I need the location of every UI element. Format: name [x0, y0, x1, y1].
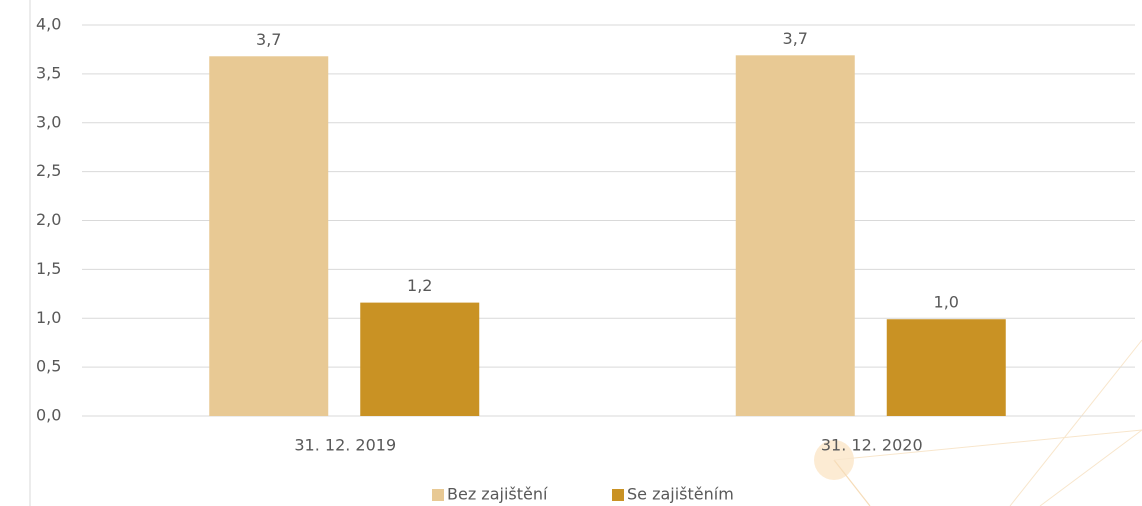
y-tick-label: 2,0	[36, 210, 61, 229]
y-tick-label: 0,5	[36, 357, 61, 376]
x-tick-label: 31. 12. 2019	[294, 436, 396, 455]
y-tick-label: 3,5	[36, 63, 61, 82]
y-tick-label: 3,0	[36, 112, 61, 131]
x-tick-label: 31. 12. 2020	[821, 436, 923, 455]
y-tick-label: 0,0	[36, 406, 61, 425]
y-tick-label: 2,5	[36, 161, 61, 180]
legend-label: Bez zajištění	[447, 485, 548, 504]
y-tick-label: 1,0	[36, 308, 61, 327]
bar	[886, 319, 1006, 416]
data-label: 1,0	[934, 293, 959, 312]
data-label: 3,7	[256, 30, 281, 49]
legend-swatch	[432, 489, 444, 501]
data-label: 1,2	[407, 276, 432, 295]
y-tick-label: 1,5	[36, 259, 61, 278]
bar	[360, 302, 480, 416]
bar	[735, 55, 855, 417]
legend-label: Se zajištěním	[627, 485, 734, 504]
bar	[209, 56, 329, 416]
y-tick-label: 4,0	[36, 15, 61, 34]
data-label: 3,7	[783, 29, 808, 48]
legend-swatch	[612, 489, 624, 501]
decoration	[29, 0, 1142, 506]
